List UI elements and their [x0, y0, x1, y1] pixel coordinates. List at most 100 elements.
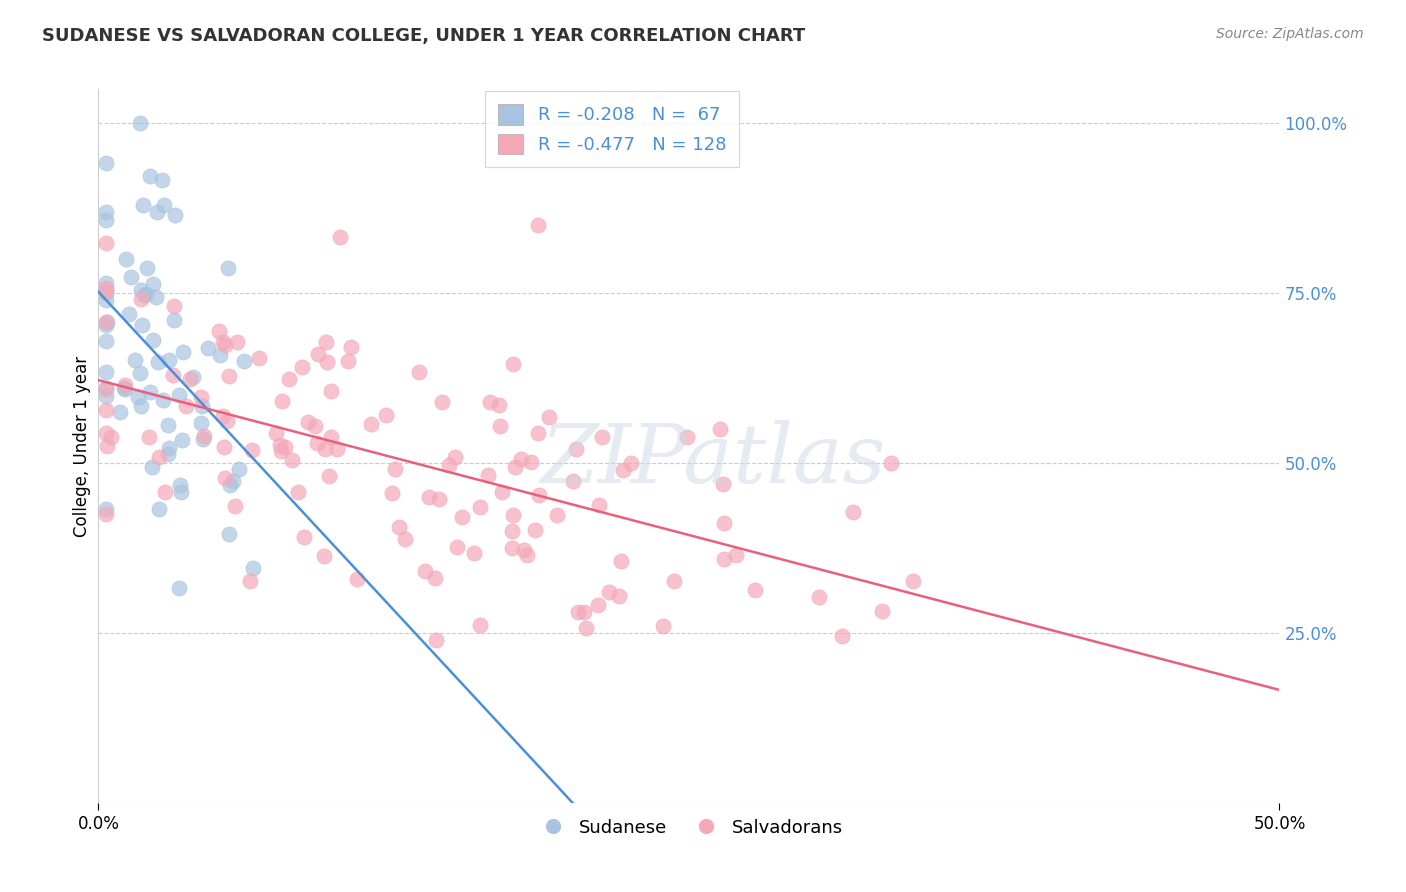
Point: [527, 425, 550, 440]
Point: [513, 543, 536, 558]
Point: [709, 422, 731, 436]
Point: [425, 570, 447, 584]
Y-axis label: College, Under 1 year: College, Under 1 year: [73, 355, 91, 537]
Point: [281, 453, 304, 467]
Point: [470, 618, 492, 632]
Point: [114, 382, 136, 396]
Point: [148, 450, 170, 465]
Text: Source: ZipAtlas.com: Source: ZipAtlas.com: [1216, 27, 1364, 41]
Point: [724, 549, 747, 563]
Point: [208, 324, 231, 338]
Point: [94, 365, 117, 379]
Point: [94, 276, 117, 290]
Point: [94, 236, 117, 251]
Point: [329, 230, 352, 244]
Point: [418, 490, 440, 504]
Point: [446, 541, 468, 555]
Point: [94, 381, 117, 395]
Point: [94, 382, 117, 396]
Point: [96, 315, 118, 329]
Point: [112, 381, 135, 395]
Point: [572, 605, 595, 619]
Point: [437, 458, 460, 472]
Point: [94, 212, 117, 227]
Point: [94, 285, 117, 300]
Point: [339, 340, 361, 354]
Point: [488, 398, 510, 412]
Point: [129, 367, 152, 381]
Point: [651, 619, 673, 633]
Point: [135, 287, 157, 301]
Point: [94, 293, 117, 307]
Point: [115, 252, 138, 266]
Point: [162, 368, 184, 383]
Point: [197, 341, 219, 355]
Point: [94, 426, 117, 441]
Point: [394, 533, 416, 547]
Point: [242, 561, 264, 575]
Point: [713, 516, 735, 531]
Point: [319, 430, 342, 444]
Point: [675, 430, 697, 444]
Point: [226, 335, 249, 350]
Point: [607, 589, 630, 603]
Point: [179, 372, 201, 386]
Point: [520, 455, 543, 469]
Point: [266, 426, 288, 441]
Point: [167, 388, 190, 402]
Point: [193, 429, 215, 443]
Point: [425, 632, 447, 647]
Point: [841, 505, 863, 519]
Point: [129, 283, 152, 297]
Point: [100, 430, 122, 444]
Point: [96, 501, 118, 516]
Point: [152, 392, 174, 407]
Point: [221, 475, 243, 489]
Point: [190, 391, 212, 405]
Point: [232, 354, 254, 368]
Point: [491, 484, 513, 499]
Point: [527, 218, 550, 232]
Point: [360, 417, 382, 431]
Point: [619, 456, 641, 470]
Point: [314, 442, 336, 456]
Point: [510, 451, 533, 466]
Point: [463, 546, 485, 560]
Point: [297, 415, 319, 429]
Point: [523, 523, 546, 537]
Point: [181, 370, 204, 384]
Point: [239, 574, 262, 588]
Point: [96, 439, 118, 453]
Point: [146, 205, 169, 219]
Point: [325, 442, 347, 457]
Point: [598, 585, 620, 599]
Point: [318, 469, 340, 483]
Point: [337, 354, 360, 368]
Point: [129, 400, 152, 414]
Point: [118, 308, 141, 322]
Point: [163, 299, 186, 313]
Point: [575, 621, 598, 635]
Point: [305, 435, 328, 450]
Point: [94, 281, 117, 295]
Point: [172, 344, 194, 359]
Point: [381, 486, 404, 500]
Point: [527, 488, 550, 502]
Point: [94, 205, 117, 219]
Point: [94, 284, 117, 298]
Point: [591, 430, 613, 444]
Point: [489, 418, 512, 433]
Point: [136, 260, 159, 275]
Point: [228, 462, 250, 476]
Point: [879, 456, 901, 470]
Point: [129, 292, 152, 306]
Point: [307, 347, 329, 361]
Point: [157, 417, 180, 432]
Point: [217, 260, 239, 275]
Point: [138, 430, 160, 444]
Point: [170, 433, 193, 447]
Point: [218, 527, 240, 541]
Point: [108, 405, 131, 419]
Point: [610, 554, 633, 568]
Point: [291, 360, 314, 375]
